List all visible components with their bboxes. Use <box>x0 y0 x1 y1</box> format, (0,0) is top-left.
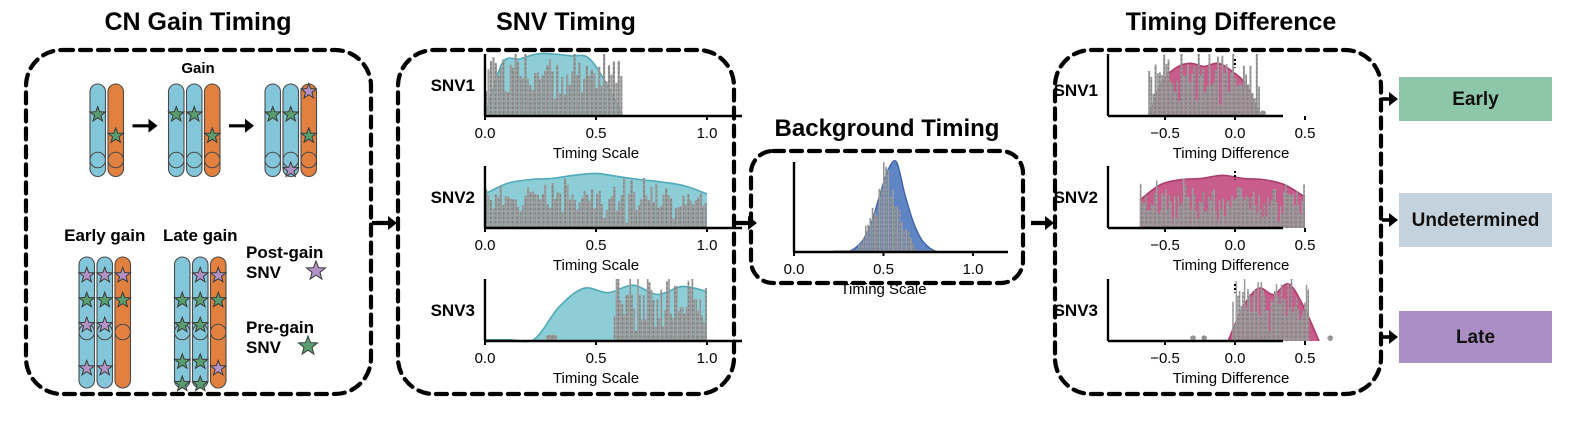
svg-text:SNV: SNV <box>246 338 282 357</box>
svg-text:1.0: 1.0 <box>963 261 984 278</box>
svg-text:Late: Late <box>1456 327 1495 348</box>
svg-text:0.5: 0.5 <box>586 350 607 367</box>
svg-text:SNV2: SNV2 <box>1054 188 1098 207</box>
svg-text:0.0: 0.0 <box>1225 237 1246 254</box>
svg-text:SNV3: SNV3 <box>431 301 475 320</box>
svg-text:0.5: 0.5 <box>586 237 607 254</box>
svg-text:−0.5: −0.5 <box>1150 237 1180 254</box>
svg-text:Timing Scale: Timing Scale <box>553 257 639 274</box>
svg-text:0.5: 0.5 <box>1295 125 1316 142</box>
svg-text:Undetermined: Undetermined <box>1412 210 1540 231</box>
svg-text:SNV Timing: SNV Timing <box>496 8 636 36</box>
svg-text:0.5: 0.5 <box>873 261 894 278</box>
svg-text:Timing Difference: Timing Difference <box>1173 257 1290 274</box>
svg-text:0.5: 0.5 <box>586 125 607 142</box>
svg-text:Early gain: Early gain <box>64 226 145 245</box>
svg-text:CN Gain Timing: CN Gain Timing <box>104 8 291 36</box>
svg-text:Timing Difference: Timing Difference <box>1126 8 1337 36</box>
svg-text:0.0: 0.0 <box>1225 125 1246 142</box>
svg-text:−0.5: −0.5 <box>1150 350 1180 367</box>
svg-text:0.5: 0.5 <box>1295 237 1316 254</box>
svg-text:1.0: 1.0 <box>697 237 718 254</box>
svg-text:Timing Difference: Timing Difference <box>1173 145 1290 162</box>
svg-text:1.0: 1.0 <box>697 350 718 367</box>
svg-text:SNV: SNV <box>246 263 282 282</box>
svg-text:Background Timing: Background Timing <box>775 115 1000 142</box>
svg-text:Timing Scale: Timing Scale <box>840 281 926 298</box>
svg-text:Timing Scale: Timing Scale <box>553 145 639 162</box>
svg-text:SNV1: SNV1 <box>431 76 475 95</box>
svg-text:0.0: 0.0 <box>1225 350 1246 367</box>
svg-text:Early: Early <box>1452 89 1499 110</box>
svg-text:SNV1: SNV1 <box>1054 81 1098 100</box>
svg-text:Timing Difference: Timing Difference <box>1173 370 1290 387</box>
svg-text:Late gain: Late gain <box>163 226 238 245</box>
svg-text:0.0: 0.0 <box>475 125 496 142</box>
svg-text:SNV2: SNV2 <box>431 188 475 207</box>
svg-text:0.0: 0.0 <box>475 350 496 367</box>
svg-text:Gain: Gain <box>181 60 214 77</box>
svg-text:0.0: 0.0 <box>784 261 805 278</box>
svg-text:−0.5: −0.5 <box>1150 125 1180 142</box>
svg-text:0.0: 0.0 <box>475 237 496 254</box>
svg-text:Post-gain: Post-gain <box>246 243 323 262</box>
svg-text:SNV3: SNV3 <box>1054 301 1098 320</box>
svg-text:1.0: 1.0 <box>697 125 718 142</box>
svg-text:Pre-gain: Pre-gain <box>246 318 314 337</box>
svg-text:0.5: 0.5 <box>1295 350 1316 367</box>
svg-text:Timing Scale: Timing Scale <box>553 370 639 387</box>
